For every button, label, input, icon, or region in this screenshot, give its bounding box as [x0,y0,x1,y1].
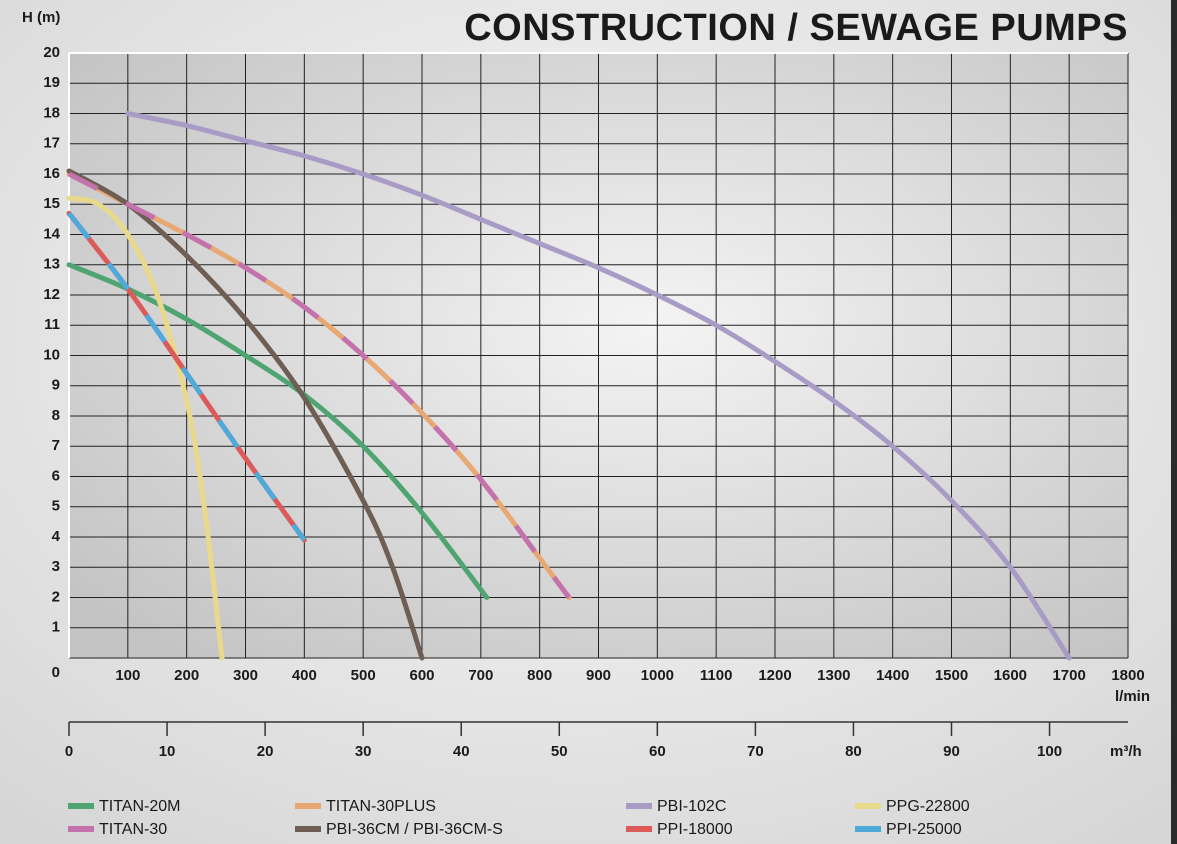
x-tick-label: 200 [174,667,199,684]
y-tick-label: 9 [52,377,60,394]
x-tick-label: 600 [409,667,434,684]
series-line [125,111,1072,661]
x-tick-label: 1000 [641,667,674,684]
y-tick-label: 14 [43,225,60,242]
x-tick-label: 1200 [758,667,791,684]
chart-title: CONSTRUCTION / SEWAGE PUMPS [464,7,1128,49]
x-tick-label: 1700 [1052,667,1085,684]
x-axis-label: l/min [1115,688,1150,705]
x2-tick-label: 60 [649,743,666,760]
y-tick-label: 13 [43,256,60,273]
y-tick-label: 4 [52,528,61,545]
y-tick-label: 8 [52,407,60,424]
x-tick-label: 1100 [700,667,733,684]
x-tick-label: 800 [527,667,552,684]
y-tick-label: 3 [52,558,60,575]
y-tick-label: 15 [43,195,60,212]
y-tick-label: 2 [52,588,60,605]
y-tick-label: 10 [43,346,60,363]
x-tick-label: 300 [233,667,258,684]
legend-label: PBI-36CM / PBI-36CM-S [326,821,503,838]
x2-tick-label: 90 [943,743,960,760]
edge [1171,0,1177,844]
legend-label: PBI-102C [657,798,726,815]
x-tick-label: 1600 [994,667,1027,684]
x-tick-label: 400 [292,667,317,684]
legend-label: PPI-18000 [657,821,733,838]
series-line [66,171,572,600]
x-tick-label: 700 [468,667,493,684]
y-tick-label: 11 [44,316,60,333]
x-tick-label: 1300 [817,667,850,684]
series-line [66,195,225,661]
x-tick-label: 500 [351,667,376,684]
x2-tick-label: 100 [1037,743,1062,760]
y-tick-label: 18 [43,104,60,121]
legend-label: TITAN-30 [99,821,167,838]
y-tick-label: 5 [52,498,60,515]
x2-tick-label: 20 [257,743,274,760]
y-tick-label: 16 [43,165,60,182]
x2-tick-label: 50 [551,743,568,760]
y-tick-label: 12 [43,286,60,303]
x-tick-label: 900 [586,667,611,684]
x2-tick-label: 10 [159,743,176,760]
legend-label: TITAN-30PLUS [326,798,436,815]
series-line [66,262,490,600]
x-tick-label: 1500 [935,667,968,684]
y-tick-label: 19 [43,74,60,91]
y-tick-label: 7 [52,437,60,454]
x2-tick-label: 30 [355,743,372,760]
x2-axis-label: m³/h [1110,743,1142,760]
legend-label: PPG-22800 [886,798,970,815]
x2-tick-label: 40 [453,743,470,760]
x-tick-label: 1400 [876,667,909,684]
y-tick-label: 17 [43,135,60,152]
x-tick-label: 100 [115,667,140,684]
x2-tick-label: 70 [747,743,764,760]
y-axis-label: H (m) [22,9,60,26]
series-line [67,211,307,542]
y-tick-label: 1 [52,619,60,636]
legend-label: PPI-25000 [886,821,962,838]
y-tick-label: 0 [52,664,60,681]
y-tick-label: 20 [43,44,60,61]
x-tick-label: 1800 [1111,667,1144,684]
legend-label: TITAN-20M [99,798,180,815]
x2-tick-label: 0 [65,743,73,760]
y-tick-label: 6 [52,467,60,484]
x2-tick-label: 80 [845,743,862,760]
